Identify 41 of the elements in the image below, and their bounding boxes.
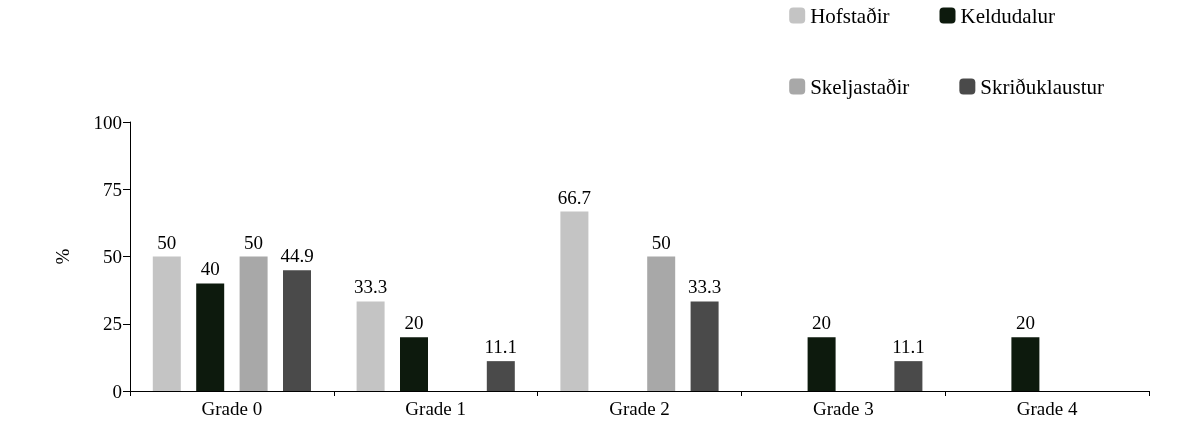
legend-label: Keldudalur <box>960 3 1055 28</box>
bar <box>239 256 268 391</box>
bar <box>1011 337 1040 391</box>
y-tick-label: 0 <box>112 380 122 402</box>
legend-label: Hofstaðir <box>810 3 890 28</box>
bar <box>196 283 225 391</box>
data-label: 33.3 <box>687 276 722 298</box>
data-label: 20 <box>1015 312 1035 334</box>
data-label: 20 <box>812 312 832 334</box>
legend-label: Skeljastaðir <box>810 74 910 99</box>
x-tick-label: Grade 0 <box>201 398 263 419</box>
data-label: 50 <box>651 231 671 253</box>
bar <box>486 361 515 391</box>
y-tick-label: 50 <box>103 246 122 267</box>
x-tick-label: Grade 4 <box>1016 398 1078 419</box>
x-tick-label: Grade 2 <box>609 398 670 419</box>
x-tick-label: Grade 3 <box>812 398 874 419</box>
data-label: 50 <box>157 231 177 253</box>
data-label: 33.3 <box>353 276 388 298</box>
data-label: 50 <box>244 231 264 253</box>
data-label: 66.7 <box>557 186 592 208</box>
y-tick-label: 100 <box>93 111 122 133</box>
bar <box>560 211 589 391</box>
y-axis-title: % <box>52 248 73 265</box>
y-tick-label: 25 <box>103 313 122 335</box>
x-tick-label: Grade 1 <box>405 398 467 419</box>
y-tick-label: 75 <box>103 178 122 200</box>
bar <box>152 256 181 391</box>
bar <box>283 270 311 391</box>
bar <box>356 301 385 391</box>
legend-label: Skriðuklaustur <box>980 74 1105 99</box>
data-label: 40 <box>200 258 220 280</box>
bar <box>894 361 923 391</box>
data-label: 20 <box>404 312 424 334</box>
bar <box>690 301 719 391</box>
data-label: 11.1 <box>484 336 518 358</box>
data-label: 44.9 <box>280 245 314 267</box>
data-label: 11.1 <box>892 336 925 358</box>
bar <box>647 256 676 391</box>
bar <box>807 337 836 391</box>
bar <box>400 337 428 391</box>
